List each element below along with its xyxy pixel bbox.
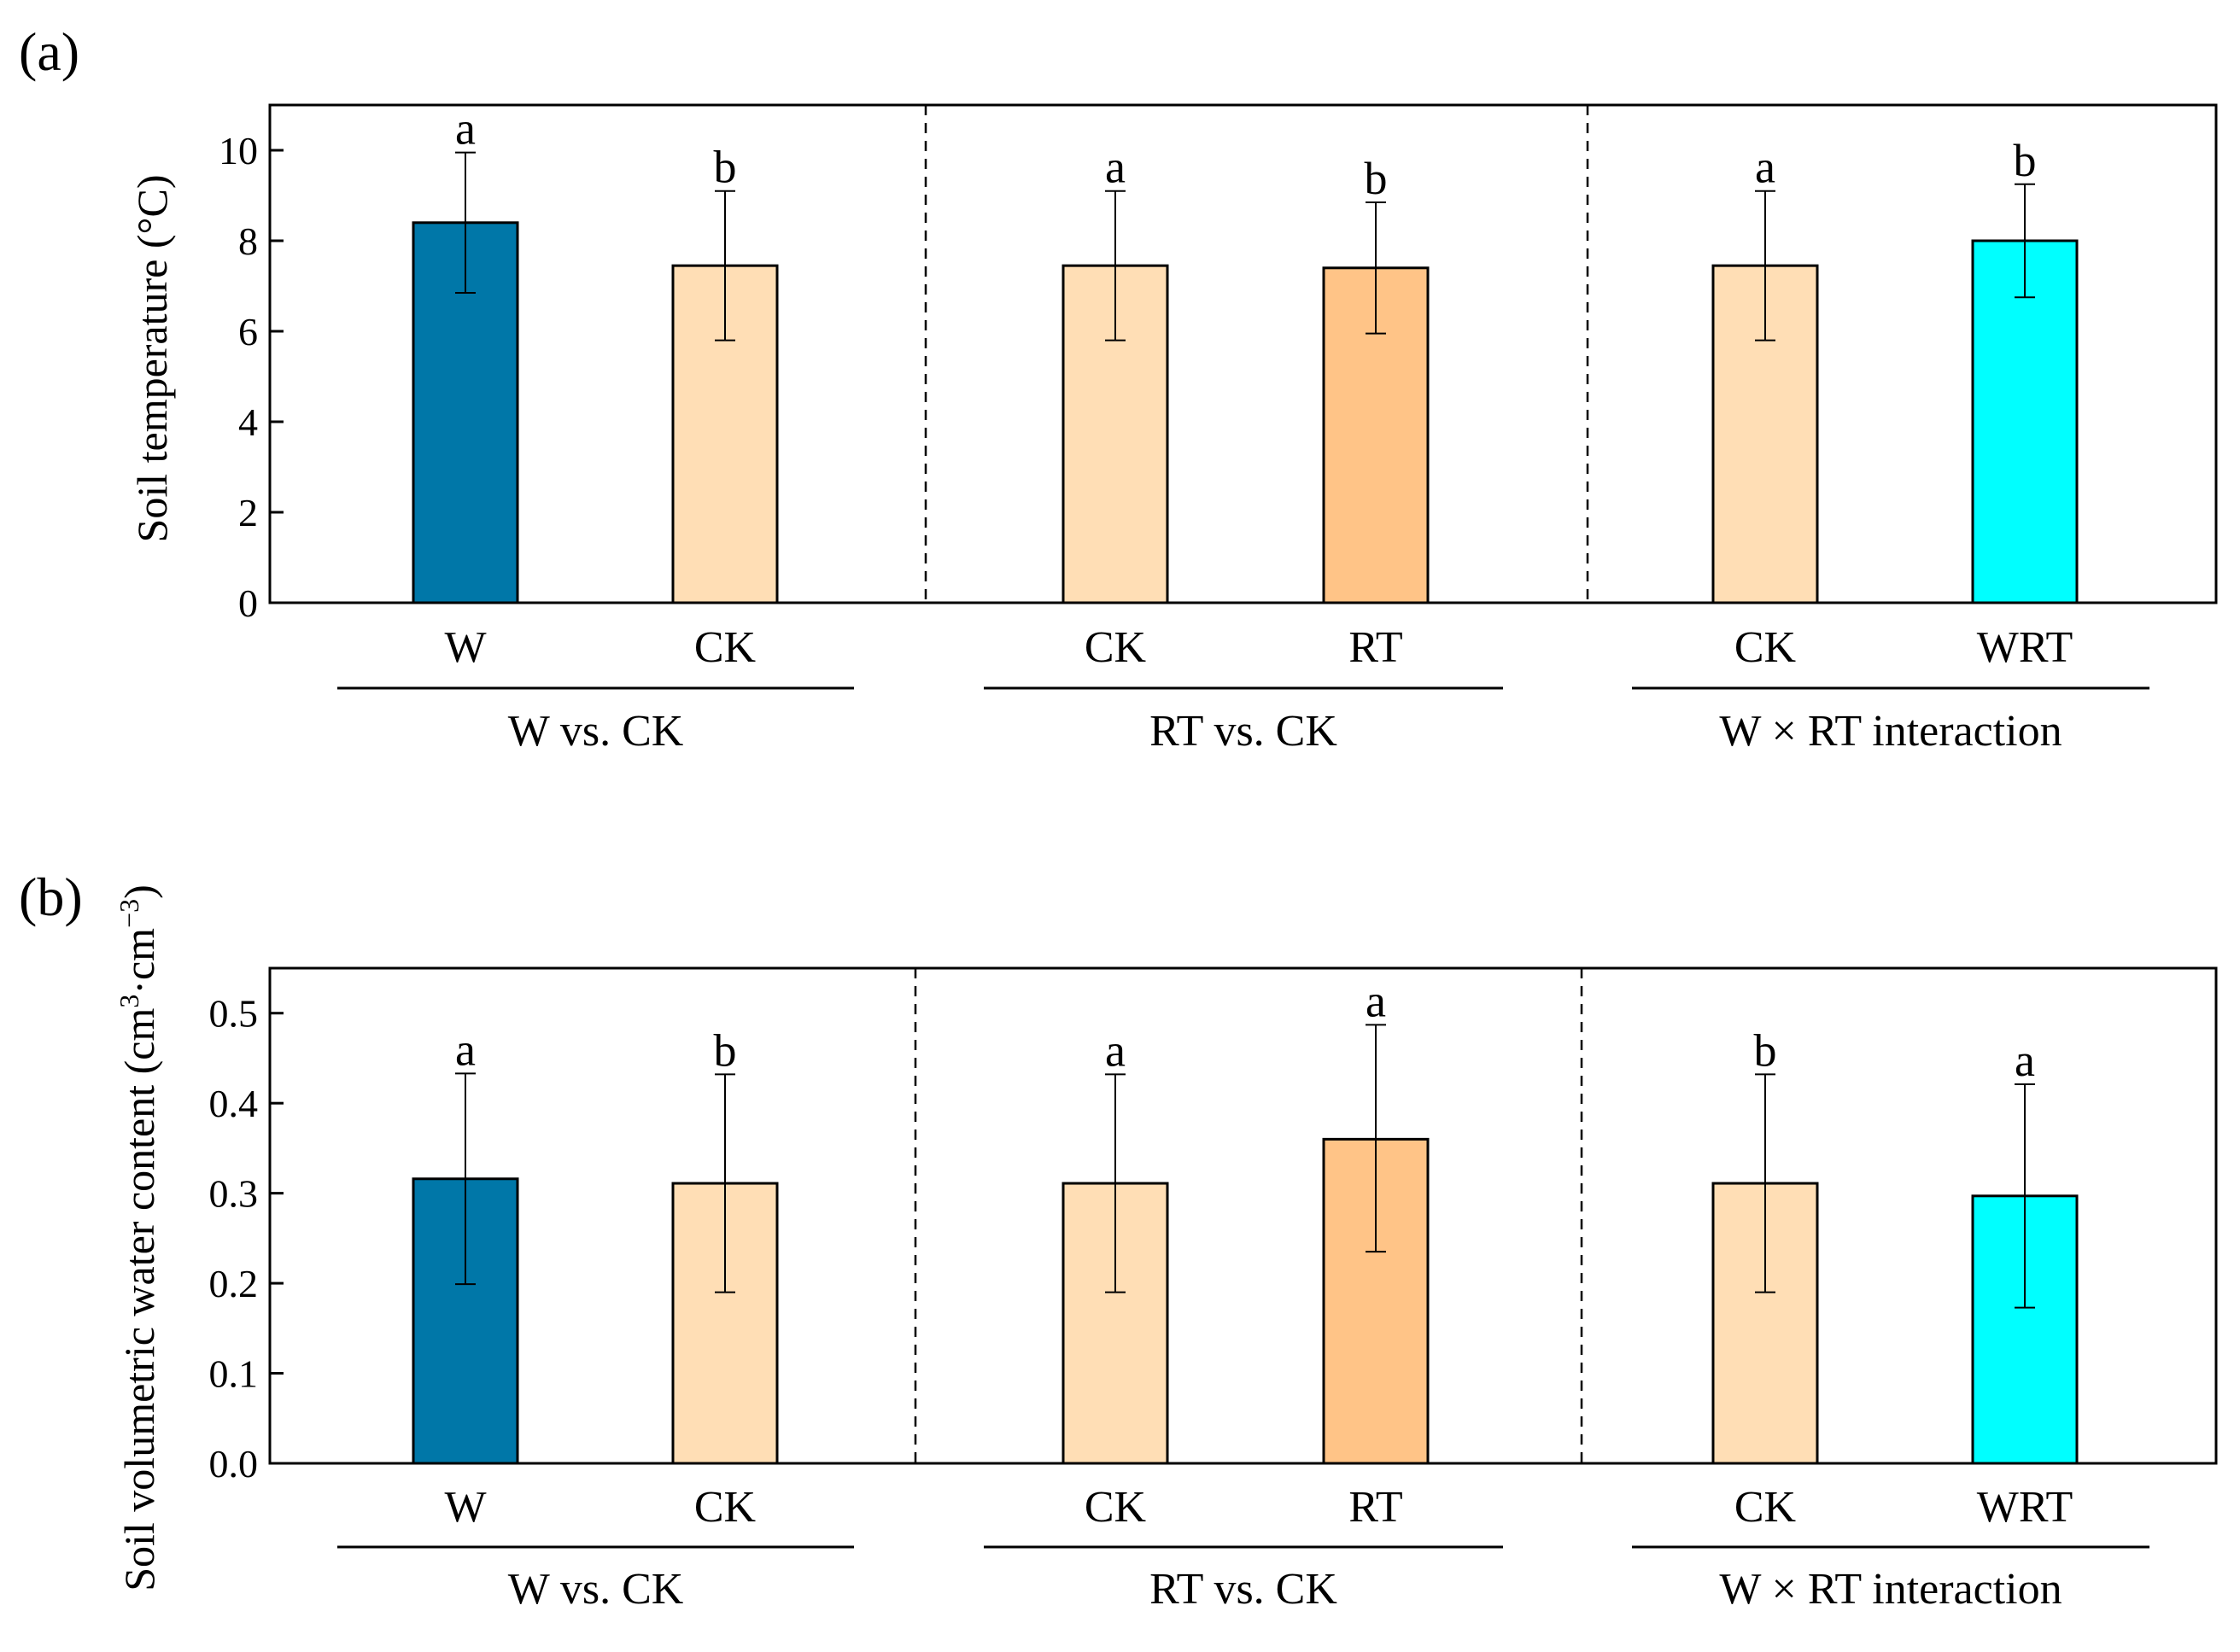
group-label: W × RT interaction bbox=[1719, 1565, 2062, 1614]
y-tick-label: 8 bbox=[238, 219, 258, 263]
y-axis-label: Soil volumetric water content (cm3·cm−3) bbox=[114, 884, 163, 1591]
y-tick-label: 0.2 bbox=[209, 1262, 259, 1305]
significance-letter: a bbox=[1366, 975, 1386, 1026]
x-tick-label: CK bbox=[694, 1483, 757, 1532]
y-tick-label: 0.0 bbox=[209, 1442, 259, 1486]
significance-letter: a bbox=[1105, 142, 1126, 193]
panel-label: (a) bbox=[19, 21, 79, 82]
x-tick-label: WRT bbox=[1977, 1483, 2073, 1532]
x-tick-label: RT bbox=[1348, 623, 1402, 672]
significance-letter: b bbox=[2014, 135, 2037, 186]
plot-frame bbox=[268, 103, 2218, 604]
significance-letter: a bbox=[1105, 1024, 1126, 1076]
group-label: W vs. CK bbox=[508, 707, 684, 756]
y-tick-label: 2 bbox=[238, 491, 258, 534]
x-tick-label: W bbox=[444, 623, 486, 672]
x-tick-label: WRT bbox=[1977, 623, 2073, 672]
significance-letter: a bbox=[2015, 1035, 2035, 1086]
ylabel-main: Soil volumetric water content (cm bbox=[115, 1008, 163, 1591]
significance-letter: a bbox=[455, 103, 476, 155]
bar-wrt bbox=[1971, 239, 2079, 604]
significance-letter: b bbox=[714, 1024, 737, 1076]
x-tick-label: CK bbox=[1734, 1483, 1797, 1532]
y-tick-label: 0.3 bbox=[209, 1172, 259, 1216]
y-axis-label: Soil temperature (°C) bbox=[128, 175, 176, 543]
group-label: RT vs. CK bbox=[1149, 707, 1337, 756]
group-label: RT vs. CK bbox=[1149, 1565, 1337, 1614]
y-tick-label: 4 bbox=[238, 400, 258, 444]
x-tick-label: W bbox=[444, 1483, 486, 1532]
significance-letter: a bbox=[455, 1024, 476, 1075]
significance-letter: b bbox=[1754, 1024, 1777, 1076]
y-tick-label: 10 bbox=[219, 129, 258, 172]
x-tick-label: CK bbox=[1734, 623, 1797, 672]
x-tick-label: RT bbox=[1348, 1483, 1402, 1532]
x-tick-label: CK bbox=[694, 623, 757, 672]
y-tick-label: 0 bbox=[238, 581, 258, 625]
y-tick-label: 0.5 bbox=[209, 992, 259, 1036]
x-tick-label: CK bbox=[1085, 1483, 1147, 1532]
plot-frame bbox=[268, 966, 2218, 1465]
significance-letter: b bbox=[714, 142, 737, 193]
ylabel-sup2: −3 bbox=[114, 899, 144, 928]
y-tick-label: 6 bbox=[238, 310, 258, 353]
y-tick-label: 0.1 bbox=[209, 1352, 259, 1396]
group-label: W vs. CK bbox=[508, 1565, 684, 1614]
significance-letter: a bbox=[1755, 142, 1775, 193]
panel-b: (b) Soil volumetric water content (cm3·c… bbox=[19, 867, 2218, 1614]
ylabel-sup1: 3 bbox=[114, 995, 144, 1008]
ylabel-mid: ·cm bbox=[115, 928, 163, 995]
ylabel-end: ) bbox=[115, 884, 163, 899]
y-tick-label: 0.4 bbox=[209, 1082, 259, 1125]
x-tick-label: CK bbox=[1085, 623, 1147, 672]
group-label: W × RT interaction bbox=[1719, 707, 2062, 756]
significance-letter: b bbox=[1365, 153, 1388, 204]
panel-label: (b) bbox=[19, 867, 83, 927]
